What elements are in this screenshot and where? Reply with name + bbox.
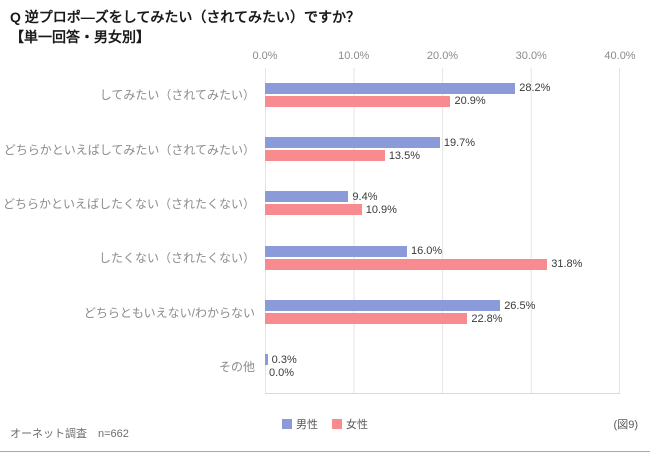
bar-group: 16.0% 31.8% bbox=[265, 245, 620, 271]
value-label: 9.4% bbox=[352, 190, 378, 203]
value-label: 26.5% bbox=[504, 299, 536, 312]
value-label: 19.7% bbox=[443, 136, 476, 149]
bar-male bbox=[265, 82, 516, 94]
bar-female bbox=[265, 95, 451, 107]
legend-swatch bbox=[332, 418, 342, 429]
value-label: 31.8% bbox=[551, 258, 583, 271]
chart-row: どちらともいえない/わからない 26.5% 22.8% bbox=[0, 285, 620, 339]
chart-rows: してみたい（されてみたい） 28.2% 20.9% どちらかといえばしてみたい（されて… bbox=[0, 68, 620, 394]
bar-line: 26.5% bbox=[265, 299, 620, 312]
x-tick: 30.0% bbox=[515, 49, 547, 62]
value-label: 28.2% bbox=[519, 82, 551, 95]
chart-row: したくない（されたくない） 16.0% 31.8% bbox=[0, 231, 620, 285]
legend-swatch bbox=[282, 418, 292, 429]
bar-male bbox=[265, 300, 501, 312]
bar-female bbox=[265, 313, 468, 325]
bar-line: 13.5% bbox=[265, 149, 620, 162]
chart-row: その他 0.3% 0.0% bbox=[0, 339, 620, 393]
chart-row: どちらかといえばしたくない（されたくない） 9.4% 10.9% bbox=[0, 176, 620, 230]
bar-line: 0.0% bbox=[265, 366, 620, 379]
bar-line: 16.0% bbox=[265, 245, 620, 258]
category-label: してみたい（されてみたい） bbox=[99, 88, 255, 103]
legend-label: 男性 bbox=[296, 418, 318, 431]
x-tick: 40.0% bbox=[604, 49, 636, 62]
chart-row: どちらかといえばしてみたい（されてみたい） 19.7% 13.5% bbox=[0, 122, 620, 176]
x-tick: 0.0% bbox=[252, 49, 278, 62]
bar-group: 9.4% 10.9% bbox=[265, 190, 620, 216]
source-note: オーネット調査 n=662 bbox=[10, 427, 129, 440]
value-label: 22.8% bbox=[471, 312, 503, 325]
category-label: どちらともいえない/わからない bbox=[83, 305, 255, 320]
bar-female bbox=[265, 150, 385, 162]
bar-line: 0.3% bbox=[265, 353, 620, 366]
chart-footer: 男性 女性 オーネット調査 n=662 (図9) bbox=[0, 400, 650, 450]
bar-chart: 0.0% 10.0% 20.0% 30.0% 40.0% してみたい（されてみたい） 28… bbox=[0, 50, 650, 400]
legend-label: 女性 bbox=[346, 418, 368, 431]
bar-line: 9.4% bbox=[265, 190, 620, 203]
legend: 男性 女性 bbox=[282, 416, 368, 432]
bar-group: 28.2% 20.9% bbox=[265, 82, 620, 108]
x-tick: 20.0% bbox=[426, 49, 459, 62]
bar-male bbox=[265, 191, 349, 203]
value-label: 20.9% bbox=[454, 95, 486, 108]
category-label: したくない（されたくない） bbox=[98, 251, 255, 266]
bar-line: 28.2% bbox=[265, 82, 620, 95]
bar-group: 26.5% 22.8% bbox=[265, 299, 620, 325]
category-label: どちらかといえばしてみたい（されてみたい） bbox=[3, 142, 255, 157]
figure-number: (図9) bbox=[613, 418, 638, 431]
legend-item: 女性 bbox=[332, 416, 368, 432]
bar-line: 22.8% bbox=[265, 312, 620, 325]
bar-male bbox=[265, 354, 268, 366]
bar-male bbox=[265, 245, 407, 257]
value-label: 13.5% bbox=[388, 149, 421, 162]
bar-group: 0.3% 0.0% bbox=[265, 353, 620, 379]
value-label: 10.9% bbox=[365, 203, 397, 216]
chart-title: Q 逆プロポ―ズをしてみたい（されてみたい）ですか？ 【単一回答・男女別】 bbox=[0, 0, 650, 48]
bar-line: 19.7% bbox=[265, 136, 620, 149]
bar-line: 10.9% bbox=[265, 203, 620, 216]
bar-female bbox=[265, 204, 362, 216]
legend-item: 男性 bbox=[282, 416, 318, 432]
x-axis: 0.0% 10.0% 20.0% 30.0% 40.0% bbox=[252, 49, 635, 66]
chart-title-line1: Q 逆プロポ―ズをしてみたい（されてみたい）ですか？ bbox=[10, 9, 360, 25]
chart-title-line2: 【単一回答・男女別】 bbox=[10, 29, 150, 46]
chart-row: してみたい（されてみたい） 28.2% 20.9% bbox=[0, 68, 620, 122]
value-label: 0.3% bbox=[271, 353, 297, 366]
bar-line: 20.9% bbox=[265, 95, 620, 108]
bar-line: 31.8% bbox=[265, 258, 620, 271]
bar-group: 19.7% 13.5% bbox=[265, 136, 620, 162]
value-label: 16.0% bbox=[411, 245, 443, 258]
gridlines bbox=[265, 67, 620, 394]
bar-female bbox=[265, 258, 548, 270]
category-label: どちらかといえばしたくない（されたくない） bbox=[2, 196, 255, 211]
value-label: 0.0% bbox=[269, 366, 295, 379]
x-tick: 10.0% bbox=[338, 49, 370, 62]
category-label: その他 bbox=[218, 359, 255, 374]
bar-male bbox=[265, 137, 440, 149]
